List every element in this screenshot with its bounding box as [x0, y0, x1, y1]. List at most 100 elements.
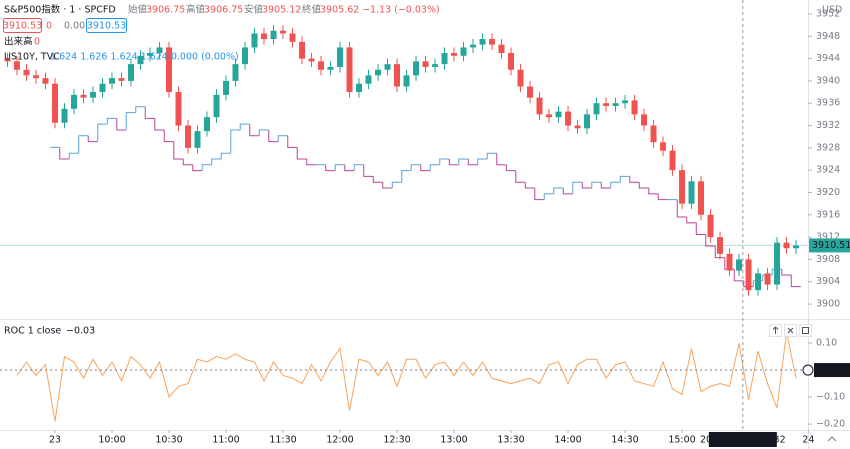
- buy-price[interactable]: 3910.53: [87, 21, 126, 32]
- candle-body: [783, 242, 790, 249]
- overlay-step: [429, 164, 440, 171]
- x-tick-label: 24: [802, 435, 814, 446]
- candle-body: [308, 58, 315, 62]
- overlay-step: [695, 222, 706, 235]
- overlay-step: [534, 188, 545, 201]
- overlay-step: [192, 164, 203, 172]
- candle-body: [403, 75, 410, 87]
- scroll-icon[interactable]: [827, 436, 837, 442]
- y-tick-label: 3928: [816, 142, 840, 153]
- candle-body: [745, 259, 752, 291]
- candle-body: [99, 83, 106, 93]
- overlay-step: [382, 182, 393, 189]
- candle-body: [23, 69, 30, 76]
- candle-body: [384, 64, 391, 70]
- overlay-step: [410, 164, 421, 171]
- x-tick-label: 15:00: [668, 435, 695, 446]
- ohlc-label: 高値: [186, 4, 206, 16]
- y-tick-label: 3932: [816, 120, 840, 131]
- candle-body: [432, 64, 439, 67]
- candle-body: [574, 125, 581, 129]
- roc-y-tick-label: 0.10: [816, 338, 837, 349]
- candle-body: [61, 108, 68, 123]
- buy-button[interactable]: [86, 18, 127, 33]
- roc-last: −0.03: [66, 326, 95, 337]
- candle-body: [33, 75, 40, 79]
- x-tick-label: 10:00: [98, 435, 125, 446]
- candle-body: [688, 181, 695, 204]
- currency: USD: [822, 5, 842, 16]
- candle-body: [394, 64, 401, 87]
- x-tick-label: 10:30: [155, 435, 182, 446]
- overlay-step: [78, 135, 89, 154]
- overlay-step: [524, 182, 535, 189]
- x-tick-label: 12:00: [326, 435, 353, 446]
- candle-body: [137, 55, 144, 65]
- overlay-step: [496, 153, 507, 166]
- overlay-step: [591, 181, 602, 189]
- candle-body: [327, 66, 334, 70]
- candle-body: [346, 47, 353, 93]
- last-price-label: 3910.51: [812, 240, 850, 251]
- candle-body: [289, 33, 296, 42]
- overlay-step: [477, 158, 488, 165]
- sell-price[interactable]: 3910.53: [3, 21, 42, 32]
- candle-body: [261, 33, 268, 40]
- roc-y-tick-label: −0.10: [816, 392, 845, 403]
- candle-body: [698, 181, 705, 215]
- candle-body: [631, 100, 638, 115]
- overlay-step: [249, 124, 260, 137]
- candle-body: [280, 30, 287, 34]
- overlay-step: [125, 112, 136, 130]
- overlay-step: [733, 269, 744, 282]
- y-tick-label: 3904: [816, 276, 840, 287]
- up-icon: [772, 326, 779, 334]
- candle-body: [755, 273, 762, 291]
- ohlc-value: 3905.12: [262, 5, 301, 16]
- candle-body: [147, 53, 154, 56]
- overlay-legend: 1.624 1.626 1.624 1.624 0.000 (0.00%): [50, 52, 239, 63]
- overlay-step: [173, 141, 184, 160]
- overlay-step: [790, 275, 801, 288]
- ohlc-value: 3906.75: [204, 5, 243, 16]
- x-tick-label: 14:00: [554, 435, 581, 446]
- volume-value: 0: [34, 37, 40, 48]
- candle-body: [299, 41, 306, 59]
- candle-body: [527, 86, 534, 98]
- maximize-button[interactable]: [799, 324, 812, 337]
- candle-body: [337, 47, 344, 67]
- overlay-step: [87, 135, 98, 143]
- ohlc-value: 3906.75: [146, 5, 185, 16]
- sell-button[interactable]: [3, 18, 42, 33]
- candle-body: [650, 125, 657, 143]
- candle-body: [365, 75, 372, 84]
- overlay-step: [306, 159, 317, 166]
- candle-body: [793, 245, 800, 249]
- overlay-step: [296, 147, 307, 160]
- overlay-step: [486, 152, 497, 159]
- roc-y-tick-label: −0.20: [816, 419, 845, 430]
- overlay-step: [714, 246, 725, 259]
- candle-body: [774, 242, 781, 285]
- overlay-step: [230, 129, 241, 154]
- candle-body: [441, 53, 448, 65]
- candle-body: [71, 94, 78, 109]
- roc-name: ROC 1 close: [4, 326, 61, 337]
- overlay-step: [781, 269, 792, 276]
- roc-line: [16, 332, 797, 422]
- overlay-step: [239, 123, 250, 130]
- overlay-step: [657, 193, 668, 201]
- candle-body: [413, 61, 420, 76]
- overlay-step: [116, 118, 127, 131]
- y-tick-label: 3920: [816, 187, 840, 198]
- candle-body: [584, 114, 591, 129]
- candle-body: [422, 61, 429, 67]
- overlay-step: [59, 147, 70, 160]
- candle-body: [318, 61, 325, 70]
- candle-body: [242, 47, 249, 65]
- overlay-step: [97, 123, 108, 142]
- symbol-title: S&P500指数 · 1 · SPCFD: [4, 4, 116, 16]
- x-tick-label: 13:30: [497, 435, 524, 446]
- x-tick-label: 12:30: [383, 435, 410, 446]
- overlay-step: [68, 152, 79, 159]
